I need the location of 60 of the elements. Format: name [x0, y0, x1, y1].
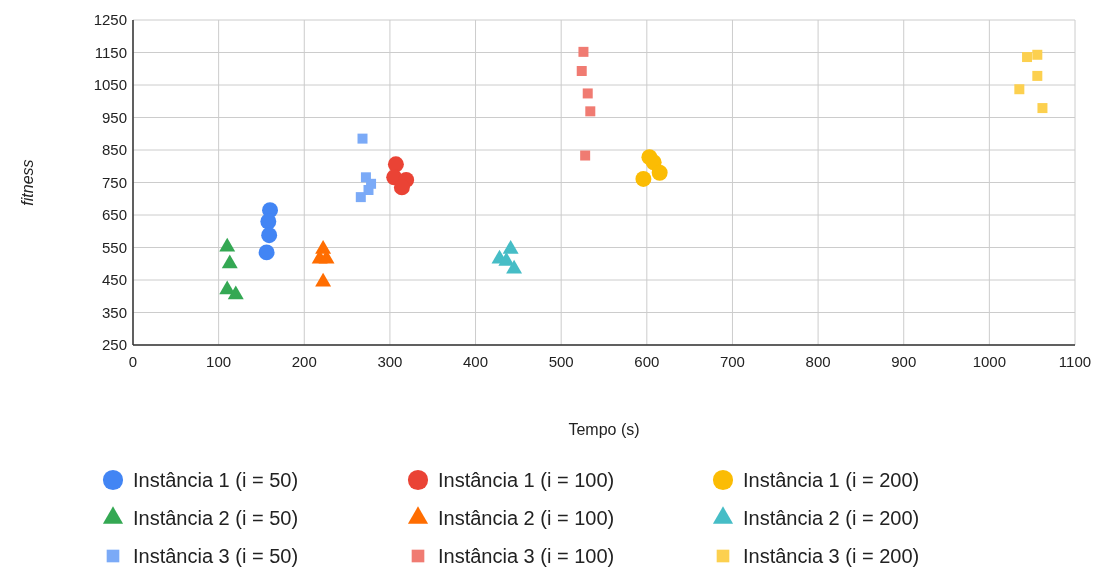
- point: [582, 88, 593, 99]
- legend-label: Instância 2 (i = 200): [743, 507, 920, 529]
- point: [1037, 103, 1048, 114]
- x-tick-label: 100: [206, 353, 232, 370]
- point: [363, 184, 374, 195]
- x-tick-label: 900: [891, 353, 917, 370]
- point: [635, 170, 652, 187]
- legend-label: Instância 3 (i = 50): [133, 545, 299, 567]
- y-tick-label: 1150: [94, 43, 127, 61]
- point: [227, 285, 244, 300]
- point: [258, 244, 275, 261]
- point: [578, 46, 589, 57]
- y-tick-label: 250: [101, 336, 127, 354]
- legend-label: Instância 2 (i = 100): [438, 507, 615, 529]
- y-tick-label: 550: [101, 238, 127, 256]
- x-tick-label: 700: [719, 353, 745, 370]
- x-tick-label: 300: [377, 353, 403, 370]
- point: [387, 156, 404, 173]
- x-tick-label: 600: [634, 353, 660, 370]
- point: [585, 106, 596, 117]
- y-tick-label: 1250: [93, 11, 127, 29]
- y-axis-title: fitness: [19, 159, 36, 206]
- point: [1014, 84, 1025, 95]
- x-tick-label: 1100: [1058, 353, 1092, 370]
- point: [1032, 49, 1043, 60]
- point: [315, 272, 332, 287]
- y-tick-label: 450: [101, 271, 127, 289]
- point: [221, 254, 238, 269]
- y-tick-label: 850: [101, 141, 127, 159]
- point: [498, 251, 515, 266]
- point: [506, 259, 523, 274]
- point: [651, 164, 668, 181]
- point: [357, 133, 368, 144]
- point: [1032, 70, 1043, 81]
- legend-label: Instância 1 (i = 100): [438, 469, 615, 491]
- x-tick-label: 1000: [972, 353, 1007, 370]
- x-tick-label: 400: [463, 353, 489, 370]
- point: [502, 239, 519, 254]
- point: [261, 227, 278, 244]
- legend-label: Instância 1 (i = 200): [743, 469, 920, 491]
- point: [355, 192, 366, 203]
- legend-label: Instância 2 (i = 50): [133, 507, 299, 529]
- point: [1022, 52, 1033, 63]
- legend-label: Instância 3 (i = 200): [743, 545, 920, 567]
- y-tick-label: 950: [101, 108, 127, 126]
- x-tick-label: 200: [291, 353, 317, 370]
- x-tick-label: 500: [548, 353, 574, 370]
- legend-label: Instância 1 (i = 50): [133, 469, 299, 491]
- point: [576, 66, 587, 77]
- x-axis-title: Tempo (s): [568, 421, 640, 438]
- point: [580, 150, 591, 161]
- point: [219, 237, 236, 252]
- y-tick-label: 650: [101, 206, 127, 224]
- point: [260, 213, 277, 230]
- y-tick-label: 350: [101, 303, 127, 321]
- y-tick-label: 750: [101, 173, 127, 191]
- x-tick-label: 0: [128, 353, 138, 370]
- x-tick-label: 800: [805, 353, 831, 370]
- y-tick-label: 1050: [93, 76, 127, 94]
- legend-label: Instância 3 (i = 100): [438, 545, 615, 567]
